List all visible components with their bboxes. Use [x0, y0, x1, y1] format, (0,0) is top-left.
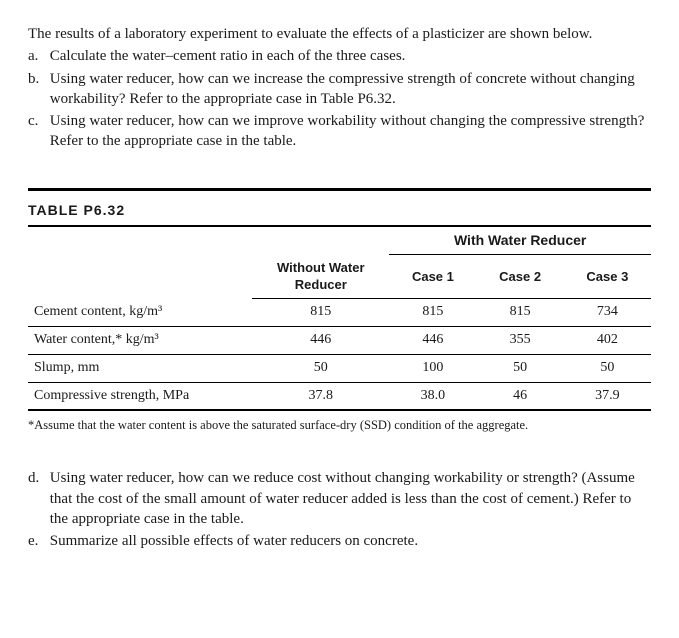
horizontal-rule [28, 188, 651, 191]
row-label: Water content,* kg/m³ [28, 326, 252, 354]
row-label: Slump, mm [28, 354, 252, 382]
cell: 446 [252, 326, 389, 354]
data-table: With Water Reducer Without Water Reducer… [28, 225, 651, 411]
cell: 815 [477, 298, 564, 326]
cell: 100 [389, 354, 476, 382]
cell: 402 [564, 326, 651, 354]
item-body: Calculate the water–cement ratio in each… [50, 46, 651, 66]
list-item: a. Calculate the water–cement ratio in e… [28, 46, 651, 66]
table-row: Compressive strength, MPa 37.8 38.0 46 3… [28, 382, 651, 410]
item-body: Using water reducer, how can we reduce c… [50, 468, 651, 529]
col-header-case3: Case 3 [564, 255, 651, 299]
row-label: Cement content, kg/m³ [28, 298, 252, 326]
col-header-case1: Case 1 [389, 255, 476, 299]
item-marker: b. [28, 69, 46, 89]
table-title: TABLE P6.32 [28, 201, 651, 220]
cell: 446 [389, 326, 476, 354]
cell: 50 [477, 354, 564, 382]
cell: 815 [389, 298, 476, 326]
item-marker: d. [28, 468, 46, 488]
cell: 37.8 [252, 382, 389, 410]
list-item: e. Summarize all possible effects of wat… [28, 531, 651, 551]
col-header-without: Without Water Reducer [252, 255, 389, 299]
cell: 355 [477, 326, 564, 354]
item-body: Using water reducer, how can we increase… [50, 69, 651, 110]
table-row: Slump, mm 50 100 50 50 [28, 354, 651, 382]
item-body: Using water reducer, how can we improve … [50, 111, 651, 152]
intro-text: The results of a laboratory experiment t… [28, 24, 651, 44]
cell: 815 [252, 298, 389, 326]
col-header-case2: Case 2 [477, 255, 564, 299]
list-item: b. Using water reducer, how can we incre… [28, 69, 651, 110]
cell: 734 [564, 298, 651, 326]
item-marker: a. [28, 46, 46, 66]
item-marker: e. [28, 531, 46, 551]
cell: 37.9 [564, 382, 651, 410]
list-item: c. Using water reducer, how can we impro… [28, 111, 651, 152]
cell: 50 [252, 354, 389, 382]
cell: 46 [477, 382, 564, 410]
table-row: Water content,* kg/m³ 446 446 355 402 [28, 326, 651, 354]
item-marker: c. [28, 111, 46, 131]
cell: 38.0 [389, 382, 476, 410]
table-footnote: *Assume that the water content is above … [28, 417, 651, 434]
item-body: Summarize all possible effects of water … [50, 531, 651, 551]
row-label: Compressive strength, MPa [28, 382, 252, 410]
list-item: d. Using water reducer, how can we reduc… [28, 468, 651, 529]
cell: 50 [564, 354, 651, 382]
table-group-header: With Water Reducer [389, 226, 651, 254]
table-row: Cement content, kg/m³ 815 815 815 734 [28, 298, 651, 326]
